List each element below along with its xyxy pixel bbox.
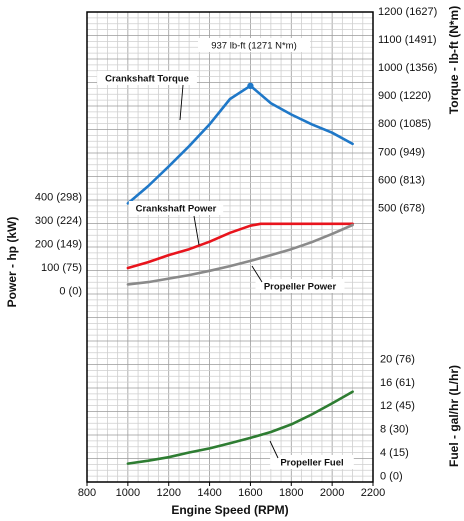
propeller-power-line bbox=[126, 223, 354, 286]
propeller-fuel-label: Propeller Fuel bbox=[280, 458, 343, 469]
torque-tick-label: 800 (1085) bbox=[378, 118, 431, 130]
power-tick-label: 100 (75) bbox=[41, 262, 82, 274]
propeller-fuel-label-bg bbox=[270, 455, 354, 469]
crankshaft-torque-label-leader bbox=[179, 84, 184, 121]
crankshaft-power-label-bg bbox=[128, 201, 224, 215]
x-tick-label: 1200 bbox=[156, 487, 180, 499]
x-tick-label: 1000 bbox=[116, 487, 140, 499]
crankshaft-torque-line bbox=[126, 84, 354, 205]
propeller-power-label-bg bbox=[255, 279, 345, 293]
fuel-tick-label: 0 (0) bbox=[380, 470, 403, 482]
fuel-axis-title: Fuel - gal/hr (L/hr) bbox=[447, 365, 461, 467]
propeller-fuel-label-leader bbox=[269, 440, 279, 459]
torque-tick-label: 700 (949) bbox=[378, 146, 425, 158]
propeller-fuel-line bbox=[126, 390, 354, 465]
x-tick-label: 800 bbox=[78, 487, 96, 499]
torque-tick-label: 600 (813) bbox=[378, 174, 425, 186]
torque-tick-label: 900 (1220) bbox=[378, 90, 431, 102]
crankshaft-torque-label-bg bbox=[97, 71, 197, 85]
torque-axis-title: Torque - lb-ft (N*m) bbox=[447, 6, 461, 114]
grid bbox=[86, 11, 374, 483]
crankshaft-torque-label: Crankshaft Torque bbox=[105, 74, 189, 85]
fuel-tick-label: 4 (15) bbox=[380, 447, 409, 459]
peak-torque-marker bbox=[247, 82, 254, 90]
x-tick-label: 2200 bbox=[361, 487, 385, 499]
propeller-power-label: Propeller Power bbox=[264, 282, 337, 293]
series-lines bbox=[126, 82, 354, 465]
fuel-tick-label: 16 (61) bbox=[380, 377, 415, 389]
crankshaft-power-line bbox=[126, 222, 354, 270]
fuel-tick-label: 20 (76) bbox=[380, 353, 415, 365]
torque-tick-label: 1100 (1491) bbox=[378, 34, 437, 46]
torque-tick-label: 500 (678) bbox=[378, 202, 425, 214]
fuel-tick-label: 8 (30) bbox=[380, 424, 409, 436]
x-tick-label: 1600 bbox=[238, 487, 262, 499]
annotations: Crankshaft Torque Crankshaft Power Propell… bbox=[97, 38, 354, 469]
peak-torque-label-bg bbox=[198, 38, 310, 52]
crankshaft-power-label-leader bbox=[193, 215, 200, 246]
torque-tick-label: 1000 (1356) bbox=[378, 62, 437, 74]
power-tick-label: 0 (0) bbox=[59, 285, 82, 297]
tick-labels: 800 1000 1200 1400 1600 1800 2000 2200 500 (678)… bbox=[35, 6, 437, 499]
x-tick-label: 2000 bbox=[320, 487, 344, 499]
x-tick-label: 1400 bbox=[197, 487, 221, 499]
power-tick-label: 300 (224) bbox=[35, 215, 82, 227]
peak-torque-label: 937 lb-ft (1271 N*m) bbox=[211, 41, 297, 52]
x-axis-title: Engine Speed (RPM) bbox=[171, 503, 288, 517]
plot-frame bbox=[86, 11, 374, 483]
power-axis-title: Power - hp (kW) bbox=[5, 217, 19, 308]
power-tick-label: 200 (149) bbox=[35, 238, 82, 250]
x-tick-label: 1800 bbox=[279, 487, 303, 499]
power-tick-label: 400 (298) bbox=[35, 191, 82, 203]
fuel-tick-label: 12 (45) bbox=[380, 400, 415, 412]
torque-tick-label: 1200 (1627) bbox=[378, 6, 437, 18]
propeller-power-label-leader bbox=[251, 265, 263, 283]
crankshaft-power-label: Crankshaft Power bbox=[136, 204, 217, 215]
